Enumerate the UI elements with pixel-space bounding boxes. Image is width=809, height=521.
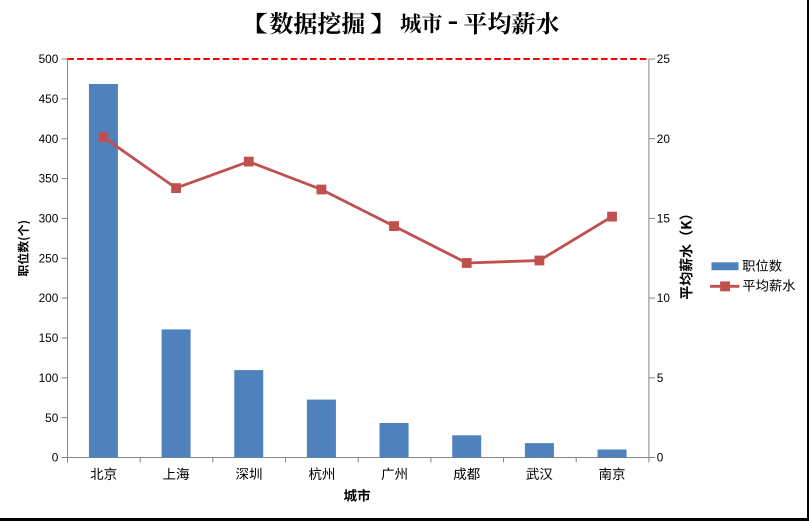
svg-text:25: 25 [657, 52, 671, 66]
svg-text:20: 20 [657, 132, 671, 146]
svg-text:15: 15 [657, 212, 671, 226]
svg-text:100: 100 [39, 371, 59, 385]
svg-text:5: 5 [657, 371, 664, 385]
svg-text:0: 0 [52, 451, 59, 465]
svg-text:450: 450 [39, 92, 59, 106]
svg-text:200: 200 [39, 291, 59, 305]
svg-text:0: 0 [657, 451, 664, 465]
svg-text:300: 300 [39, 212, 59, 226]
svg-text:500: 500 [39, 52, 59, 66]
svg-text:150: 150 [39, 331, 59, 345]
svg-text:250: 250 [39, 251, 59, 265]
svg-text:350: 350 [39, 172, 59, 186]
svg-text:10: 10 [657, 291, 671, 305]
svg-text:50: 50 [45, 411, 59, 425]
svg-text:400: 400 [39, 132, 59, 146]
